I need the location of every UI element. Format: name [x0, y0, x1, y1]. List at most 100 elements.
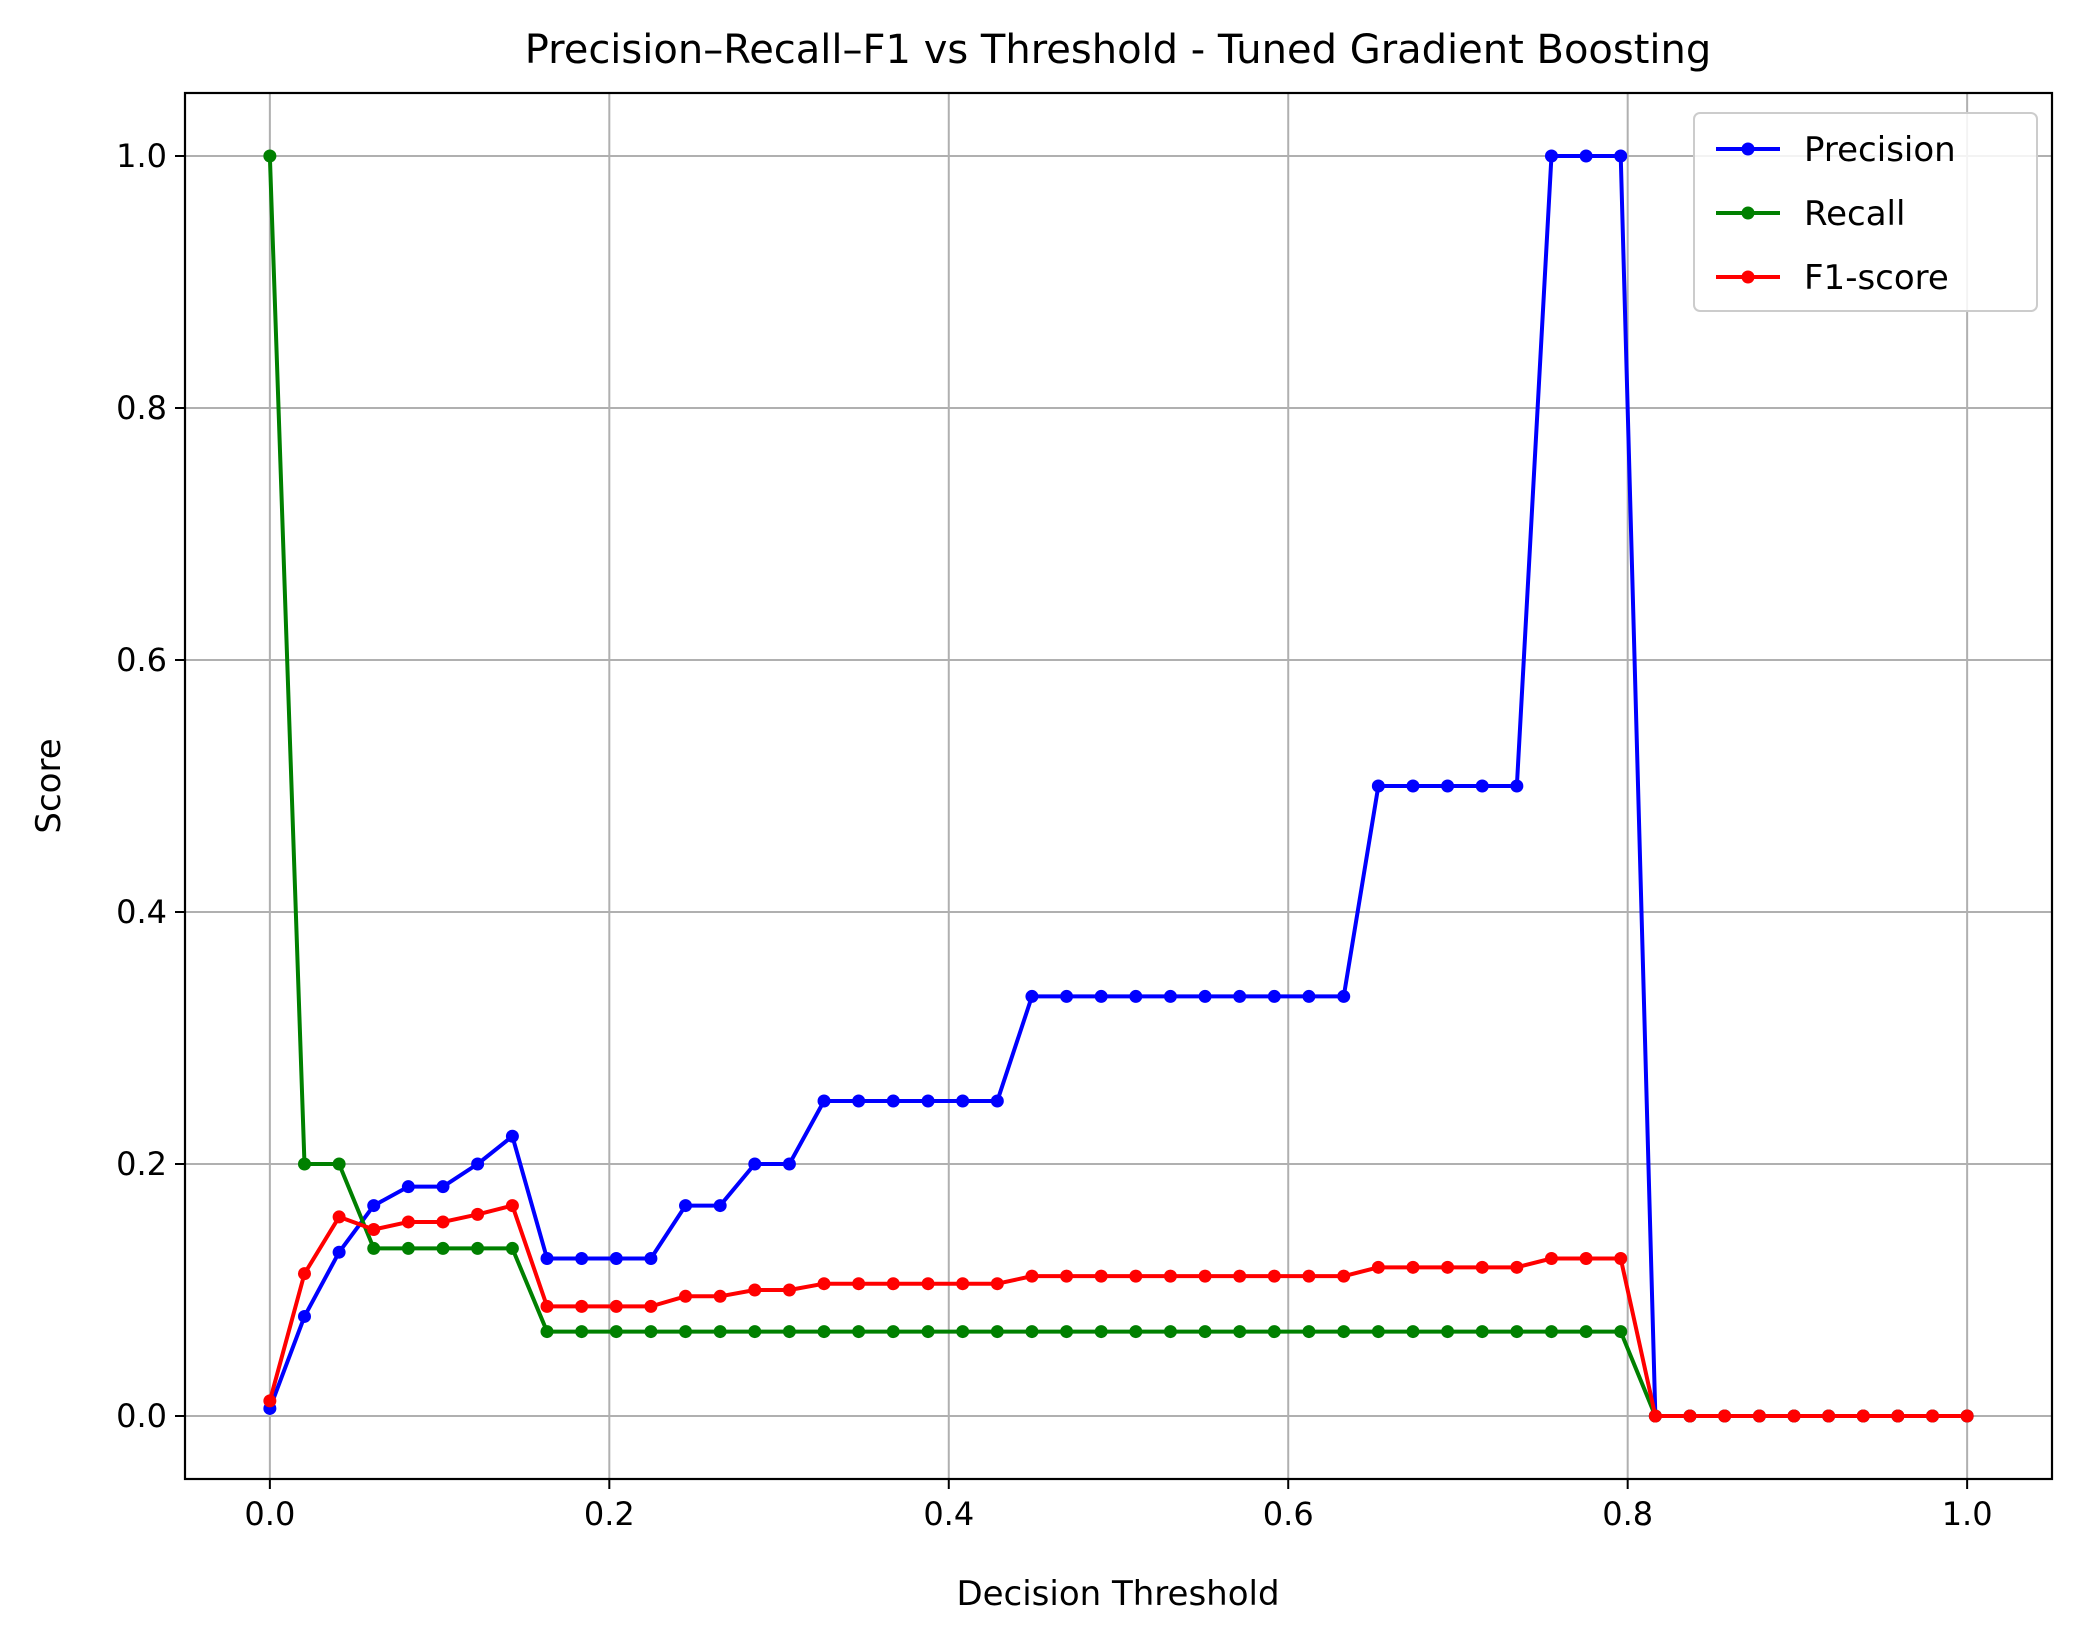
x-tick-label: 0.4	[923, 1495, 974, 1533]
point-recall	[1198, 1325, 1212, 1339]
point-f1-score	[782, 1283, 796, 1297]
point-recall	[1233, 1325, 1247, 1339]
point-recall	[852, 1325, 866, 1339]
point-precision	[1198, 989, 1212, 1003]
point-recall	[263, 149, 277, 163]
legend-label-f1-score: F1-score	[1804, 258, 1949, 298]
point-recall	[644, 1325, 658, 1339]
point-f1-score	[1441, 1260, 1455, 1274]
point-f1-score	[1337, 1269, 1351, 1283]
point-recall	[1163, 1325, 1177, 1339]
point-f1-score	[713, 1289, 727, 1303]
point-recall	[1510, 1325, 1524, 1339]
x-tick-label: 0.6	[1263, 1495, 1314, 1533]
plot-frame	[183, 91, 2054, 1481]
point-precision	[1302, 989, 1316, 1003]
legend-marker-f1-score	[1741, 270, 1755, 284]
point-precision	[1060, 989, 1074, 1003]
grid	[185, 93, 2052, 1479]
point-recall	[782, 1325, 796, 1339]
point-precision	[575, 1252, 589, 1265]
legend-label-recall: Recall	[1804, 194, 1905, 234]
point-f1-score	[1891, 1409, 1905, 1423]
point-f1-score	[1822, 1409, 1836, 1423]
point-precision	[609, 1252, 623, 1265]
point-recall	[575, 1325, 589, 1339]
x-axis-label: Decision Threshold	[956, 1574, 1279, 1614]
point-f1-score	[644, 1299, 658, 1313]
point-recall	[1544, 1325, 1558, 1339]
point-recall	[1579, 1325, 1593, 1339]
chart-title: Precision–Recall–F1 vs Threshold - Tuned…	[525, 27, 1712, 73]
point-f1-score	[1406, 1260, 1420, 1274]
point-f1-score	[609, 1299, 623, 1313]
point-recall	[1060, 1325, 1074, 1339]
point-recall	[1267, 1325, 1281, 1339]
point-f1-score	[540, 1299, 554, 1313]
point-precision	[713, 1199, 727, 1213]
legend: Precision Recall F1-score	[1693, 112, 2038, 312]
x-tick-label: 1.0	[1942, 1495, 1993, 1533]
point-recall	[401, 1241, 415, 1255]
point-precision	[644, 1252, 658, 1265]
point-f1-score	[1752, 1409, 1766, 1423]
point-f1-score	[1614, 1252, 1628, 1265]
series-f1-score	[263, 1199, 1974, 1423]
point-recall	[1475, 1325, 1489, 1339]
point-precision	[436, 1180, 450, 1194]
x-tick-label: 0.0	[244, 1495, 295, 1533]
point-f1-score	[1371, 1260, 1385, 1274]
point-precision	[679, 1199, 693, 1213]
point-precision	[1510, 779, 1524, 793]
point-precision	[1371, 779, 1385, 793]
point-f1-score	[367, 1223, 381, 1237]
point-precision	[471, 1157, 485, 1171]
point-recall	[1025, 1325, 1039, 1339]
point-f1-score	[1198, 1269, 1212, 1283]
point-precision	[886, 1094, 900, 1108]
point-precision	[1406, 779, 1420, 793]
y-tick-label: 0.4	[116, 893, 167, 931]
point-recall	[540, 1325, 554, 1339]
point-f1-score	[401, 1215, 415, 1229]
x-tick-label: 0.8	[1602, 1495, 1653, 1533]
point-recall	[956, 1325, 970, 1339]
point-precision	[1025, 989, 1039, 1003]
point-f1-score	[990, 1277, 1004, 1291]
point-recall	[1129, 1325, 1143, 1339]
point-recall	[1371, 1325, 1385, 1339]
point-precision	[1233, 989, 1247, 1003]
point-recall	[1302, 1325, 1316, 1339]
point-recall	[921, 1325, 935, 1339]
point-precision	[748, 1157, 762, 1171]
y-tick-label: 1.0	[116, 137, 167, 175]
point-precision	[852, 1094, 866, 1108]
point-f1-score	[1718, 1409, 1732, 1423]
point-recall	[886, 1325, 900, 1339]
point-recall	[1094, 1325, 1108, 1339]
point-f1-score	[1302, 1269, 1316, 1283]
point-precision	[1475, 779, 1489, 793]
legend-box	[1693, 112, 2038, 312]
point-precision	[956, 1094, 970, 1108]
point-precision	[990, 1094, 1004, 1108]
legend-label-precision: Precision	[1804, 130, 1956, 170]
point-precision	[782, 1157, 796, 1171]
point-f1-score	[471, 1207, 485, 1221]
point-precision	[1337, 989, 1351, 1003]
point-recall	[471, 1241, 485, 1255]
point-f1-score	[817, 1277, 831, 1291]
point-recall	[505, 1241, 519, 1255]
point-f1-score	[852, 1277, 866, 1291]
point-recall	[367, 1241, 381, 1255]
y-tick-label: 0.2	[116, 1145, 167, 1183]
point-f1-score	[263, 1394, 277, 1408]
point-f1-score	[505, 1199, 519, 1213]
point-precision	[1614, 149, 1628, 163]
point-precision	[1163, 989, 1177, 1003]
point-f1-score	[921, 1277, 935, 1291]
point-f1-score	[1163, 1269, 1177, 1283]
point-precision	[367, 1199, 381, 1213]
point-f1-score	[1267, 1269, 1281, 1283]
point-f1-score	[1129, 1269, 1143, 1283]
